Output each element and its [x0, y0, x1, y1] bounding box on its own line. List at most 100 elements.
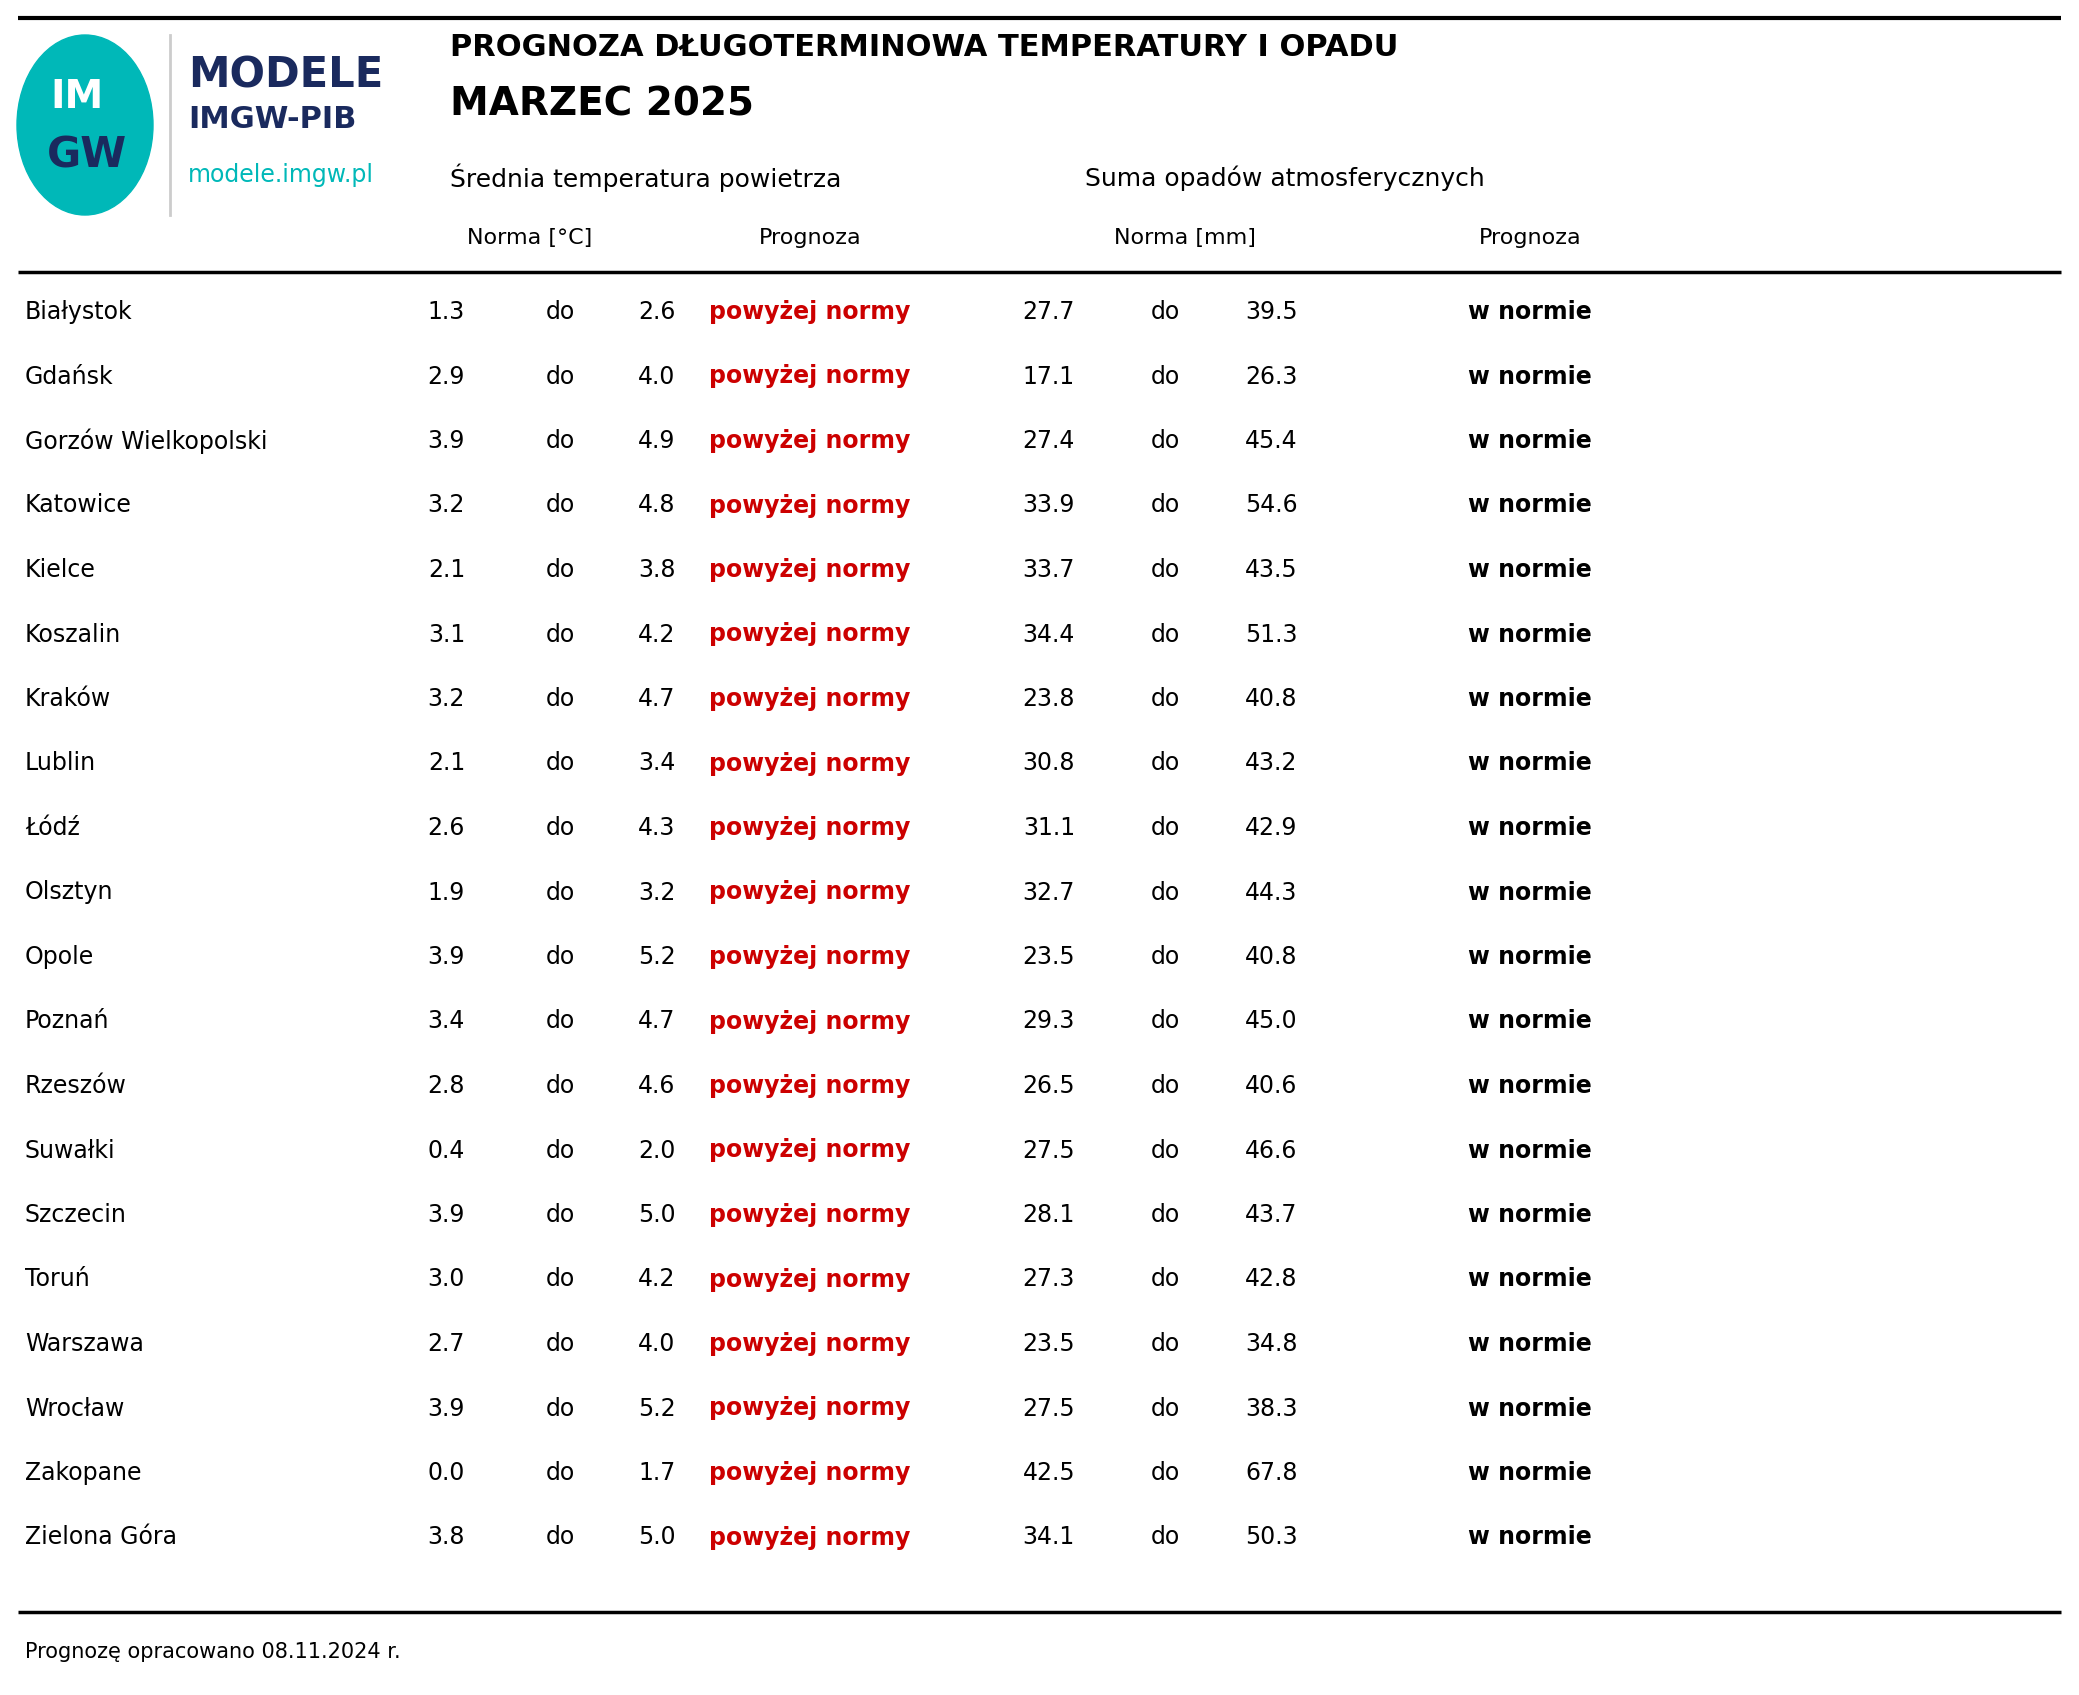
Text: 5.2: 5.2: [638, 1397, 676, 1420]
Text: 31.1: 31.1: [1023, 815, 1075, 841]
Text: powyżej normy: powyżej normy: [709, 1203, 911, 1227]
Text: Opole: Opole: [25, 946, 94, 970]
Text: w normie: w normie: [1468, 1397, 1593, 1420]
Text: do: do: [1150, 1332, 1179, 1356]
Text: Wrocław: Wrocław: [25, 1397, 125, 1420]
Text: 4.7: 4.7: [638, 686, 676, 710]
Text: Gorzów Wielkopolski: Gorzów Wielkopolski: [25, 429, 268, 454]
Text: Norma [°C]: Norma [°C]: [468, 229, 593, 247]
Text: w normie: w normie: [1468, 686, 1593, 710]
Text: w normie: w normie: [1468, 815, 1593, 841]
Text: 30.8: 30.8: [1023, 751, 1075, 776]
Text: 46.6: 46.6: [1245, 1139, 1297, 1163]
Text: 51.3: 51.3: [1245, 622, 1297, 646]
Text: do: do: [545, 1526, 574, 1549]
Text: 3.2: 3.2: [428, 686, 466, 710]
Text: powyżej normy: powyżej normy: [709, 429, 911, 453]
Text: do: do: [545, 1010, 574, 1034]
Text: IM: IM: [50, 78, 104, 115]
Text: 26.5: 26.5: [1023, 1075, 1075, 1098]
Text: 28.1: 28.1: [1023, 1203, 1075, 1227]
Text: powyżej normy: powyżej normy: [709, 1461, 911, 1485]
Text: 3.8: 3.8: [428, 1526, 466, 1549]
Text: do: do: [545, 493, 574, 517]
Text: do: do: [545, 686, 574, 710]
Text: Szczecin: Szczecin: [25, 1203, 127, 1227]
Text: Kielce: Kielce: [25, 558, 96, 581]
Text: Warszawa: Warszawa: [25, 1332, 143, 1356]
Text: powyżej normy: powyżej normy: [709, 1526, 911, 1549]
Text: 4.6: 4.6: [638, 1075, 676, 1098]
Text: powyżej normy: powyżej normy: [709, 1139, 911, 1163]
Text: 3.1: 3.1: [428, 622, 466, 646]
Text: 0.4: 0.4: [428, 1139, 466, 1163]
Text: 27.4: 27.4: [1023, 429, 1075, 453]
Text: 2.0: 2.0: [638, 1139, 676, 1163]
Text: 4.2: 4.2: [638, 622, 676, 646]
Text: 3.9: 3.9: [428, 1203, 466, 1227]
Text: 3.0: 3.0: [428, 1268, 466, 1292]
Text: 1.9: 1.9: [428, 880, 466, 905]
Text: 39.5: 39.5: [1245, 300, 1297, 324]
Text: do: do: [1150, 815, 1179, 841]
Text: powyżej normy: powyżej normy: [709, 300, 911, 324]
Text: do: do: [1150, 1397, 1179, 1420]
Text: powyżej normy: powyżej normy: [709, 751, 911, 776]
Text: w normie: w normie: [1468, 493, 1593, 517]
Text: Katowice: Katowice: [25, 493, 131, 517]
Text: w normie: w normie: [1468, 1461, 1593, 1485]
Text: 4.3: 4.3: [638, 815, 676, 841]
Text: w normie: w normie: [1468, 1075, 1593, 1098]
Ellipse shape: [17, 36, 154, 215]
Text: w normie: w normie: [1468, 558, 1593, 581]
Text: do: do: [545, 1268, 574, 1292]
Text: do: do: [545, 1203, 574, 1227]
Text: Białystok: Białystok: [25, 300, 133, 324]
Text: 3.4: 3.4: [428, 1010, 466, 1034]
Text: 34.4: 34.4: [1023, 622, 1075, 646]
Text: do: do: [1150, 686, 1179, 710]
Text: do: do: [1150, 364, 1179, 388]
Text: do: do: [1150, 946, 1179, 970]
Text: Prognozę opracowano 08.11.2024 r.: Prognozę opracowano 08.11.2024 r.: [25, 1642, 401, 1663]
Text: do: do: [1150, 558, 1179, 581]
Text: do: do: [1150, 1010, 1179, 1034]
Text: w normie: w normie: [1468, 364, 1593, 388]
Text: 2.9: 2.9: [428, 364, 466, 388]
Text: do: do: [1150, 1139, 1179, 1163]
Text: w normie: w normie: [1468, 429, 1593, 453]
Text: w normie: w normie: [1468, 880, 1593, 905]
Text: 34.8: 34.8: [1245, 1332, 1297, 1356]
Text: MODELE: MODELE: [187, 54, 383, 97]
Text: Norma [mm]: Norma [mm]: [1114, 229, 1256, 247]
Text: 32.7: 32.7: [1023, 880, 1075, 905]
Text: Łódź: Łódź: [25, 815, 79, 841]
Text: 38.3: 38.3: [1245, 1397, 1297, 1420]
Text: 5.0: 5.0: [638, 1203, 676, 1227]
Text: w normie: w normie: [1468, 300, 1593, 324]
Text: Poznań: Poznań: [25, 1010, 110, 1034]
Text: powyżej normy: powyżej normy: [709, 364, 911, 388]
Text: do: do: [1150, 429, 1179, 453]
Text: 45.4: 45.4: [1245, 429, 1297, 453]
Text: 42.9: 42.9: [1245, 815, 1297, 841]
Text: 2.6: 2.6: [638, 300, 676, 324]
Text: 23.5: 23.5: [1023, 946, 1075, 970]
Text: do: do: [1150, 1203, 1179, 1227]
Text: 26.3: 26.3: [1245, 364, 1297, 388]
Text: do: do: [545, 1461, 574, 1485]
Text: 4.7: 4.7: [638, 1010, 676, 1034]
Text: 2.1: 2.1: [428, 751, 466, 776]
Text: powyżej normy: powyżej normy: [709, 1397, 911, 1420]
Text: w normie: w normie: [1468, 1526, 1593, 1549]
Text: 4.9: 4.9: [638, 429, 676, 453]
Text: do: do: [545, 815, 574, 841]
Text: 54.6: 54.6: [1245, 493, 1297, 517]
Text: do: do: [1150, 300, 1179, 324]
Text: w normie: w normie: [1468, 1268, 1593, 1292]
Text: MARZEC 2025: MARZEC 2025: [449, 86, 755, 124]
Text: do: do: [545, 364, 574, 388]
Text: 43.2: 43.2: [1245, 751, 1297, 776]
Text: 27.5: 27.5: [1023, 1397, 1075, 1420]
Text: 4.2: 4.2: [638, 1268, 676, 1292]
